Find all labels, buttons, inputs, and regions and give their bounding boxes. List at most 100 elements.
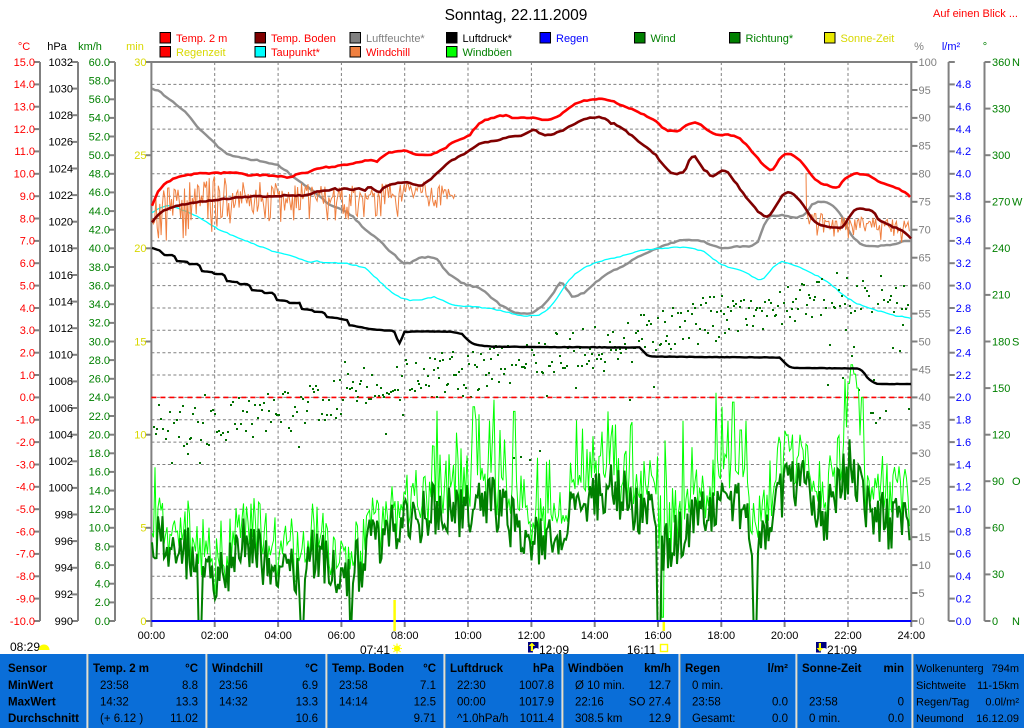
svg-text:22:00: 22:00 <box>834 630 862 642</box>
svg-text:2.4: 2.4 <box>956 348 971 360</box>
svg-text:Regen: Regen <box>556 33 588 45</box>
svg-text:55: 55 <box>919 308 931 320</box>
svg-text:308.5 km: 308.5 km <box>575 713 622 725</box>
svg-text:1.0: 1.0 <box>956 504 971 516</box>
svg-text:12.0: 12.0 <box>89 504 110 516</box>
svg-text:23:58: 23:58 <box>100 680 129 692</box>
svg-text:4.6: 4.6 <box>956 102 971 114</box>
svg-text:-8.0: -8.0 <box>16 571 35 583</box>
svg-text:-10.0: -10.0 <box>10 616 35 628</box>
svg-text:24.0: 24.0 <box>89 392 110 404</box>
svg-text:9.0: 9.0 <box>20 191 35 203</box>
svg-text:0.0: 0.0 <box>956 616 971 628</box>
svg-text:21:09: 21:09 <box>827 643 857 657</box>
svg-text:20: 20 <box>919 504 931 516</box>
svg-text:65: 65 <box>919 253 931 265</box>
svg-text:330: 330 <box>992 103 1010 115</box>
svg-text:50.0: 50.0 <box>89 150 110 162</box>
svg-text:994: 994 <box>55 563 73 575</box>
svg-text:22:16: 22:16 <box>575 697 604 709</box>
svg-text:0.0: 0.0 <box>772 697 788 709</box>
svg-text:30: 30 <box>992 569 1004 581</box>
svg-text:6.0: 6.0 <box>95 560 110 572</box>
svg-text:Sonne-Zeit: Sonne-Zeit <box>841 33 895 45</box>
svg-text:11-15km: 11-15km <box>977 680 1019 692</box>
svg-text:1016: 1016 <box>49 270 73 282</box>
svg-text:100: 100 <box>919 57 937 69</box>
svg-text:4.0: 4.0 <box>95 579 110 591</box>
svg-text:54.0: 54.0 <box>89 113 110 125</box>
svg-text:23:58: 23:58 <box>339 680 368 692</box>
svg-text:1008: 1008 <box>49 376 73 388</box>
svg-text:25: 25 <box>919 476 931 488</box>
svg-text:18:00: 18:00 <box>708 630 736 642</box>
svg-text:1.2: 1.2 <box>956 482 971 494</box>
svg-text:12:00: 12:00 <box>518 630 546 642</box>
svg-text:1011.4: 1011.4 <box>520 713 555 725</box>
svg-text:°C: °C <box>18 41 30 53</box>
svg-text:km/h: km/h <box>78 41 102 53</box>
svg-text:90: 90 <box>919 113 931 125</box>
svg-text:Luftfeuchte*: Luftfeuchte* <box>366 33 425 45</box>
svg-text:1020: 1020 <box>49 217 73 229</box>
svg-text:1.8: 1.8 <box>956 415 971 427</box>
svg-text:1.0: 1.0 <box>20 370 35 382</box>
svg-text:4.2: 4.2 <box>956 146 971 158</box>
svg-text:Wind: Wind <box>651 33 676 45</box>
svg-text:10:00: 10:00 <box>454 630 482 642</box>
svg-text:0.2: 0.2 <box>956 593 971 605</box>
svg-text:km/h: km/h <box>644 663 671 675</box>
svg-text:12.0: 12.0 <box>14 124 35 136</box>
svg-text:°C: °C <box>423 663 436 675</box>
svg-text:3.8: 3.8 <box>956 191 971 203</box>
svg-text:°C: °C <box>305 663 318 675</box>
svg-text:95: 95 <box>919 85 931 97</box>
svg-text:0.8: 0.8 <box>956 526 971 538</box>
svg-text:12.5: 12.5 <box>414 697 436 709</box>
svg-text:20:00: 20:00 <box>771 630 799 642</box>
svg-text:Sichtweite: Sichtweite <box>916 680 966 692</box>
svg-text:0.0: 0.0 <box>95 616 110 628</box>
svg-text:4.4: 4.4 <box>956 124 971 136</box>
svg-text:1010: 1010 <box>49 350 73 362</box>
svg-text:30: 30 <box>134 57 146 69</box>
svg-text:0.0l/m²: 0.0l/m² <box>985 697 1019 709</box>
svg-text:16.0: 16.0 <box>89 467 110 479</box>
svg-text:80: 80 <box>919 169 931 181</box>
svg-text:28.0: 28.0 <box>89 355 110 367</box>
svg-text:00:00: 00:00 <box>138 630 166 642</box>
svg-text:3.0: 3.0 <box>956 280 971 292</box>
svg-text:0.0: 0.0 <box>888 713 904 725</box>
svg-text:-3.0: -3.0 <box>16 459 35 471</box>
svg-text:Temp. Boden: Temp. Boden <box>271 33 336 45</box>
svg-text:MaxWert: MaxWert <box>8 697 56 709</box>
svg-text:16:11: 16:11 <box>627 643 656 657</box>
svg-text:14.0: 14.0 <box>14 79 35 91</box>
svg-text:13.0: 13.0 <box>14 102 35 114</box>
svg-text:5: 5 <box>919 588 925 600</box>
svg-text:5.0: 5.0 <box>20 280 35 292</box>
svg-text:794m: 794m <box>991 663 1019 675</box>
svg-text:6.9: 6.9 <box>302 680 318 692</box>
svg-text:MinWert: MinWert <box>8 680 53 692</box>
svg-text:l/m²: l/m² <box>768 663 789 675</box>
svg-text:990: 990 <box>55 616 73 628</box>
svg-text:06:00: 06:00 <box>328 630 356 642</box>
svg-text:00:00: 00:00 <box>457 697 486 709</box>
svg-text:7.0: 7.0 <box>20 236 35 248</box>
svg-text:45: 45 <box>919 364 931 376</box>
svg-text:20: 20 <box>134 243 146 255</box>
svg-text:O: O <box>1012 476 1021 488</box>
svg-text:N: N <box>1012 57 1020 69</box>
svg-text:75: 75 <box>919 197 931 209</box>
svg-text:25: 25 <box>134 150 146 162</box>
svg-text:S: S <box>1012 336 1019 348</box>
svg-text:180: 180 <box>992 336 1010 348</box>
svg-text:30: 30 <box>919 448 931 460</box>
svg-text:1028: 1028 <box>49 110 73 122</box>
svg-text:1007.8: 1007.8 <box>519 680 554 692</box>
svg-text:0: 0 <box>992 616 998 628</box>
svg-text:22.0: 22.0 <box>89 411 110 423</box>
svg-text:1024: 1024 <box>49 163 73 175</box>
svg-text:14:32: 14:32 <box>219 697 248 709</box>
